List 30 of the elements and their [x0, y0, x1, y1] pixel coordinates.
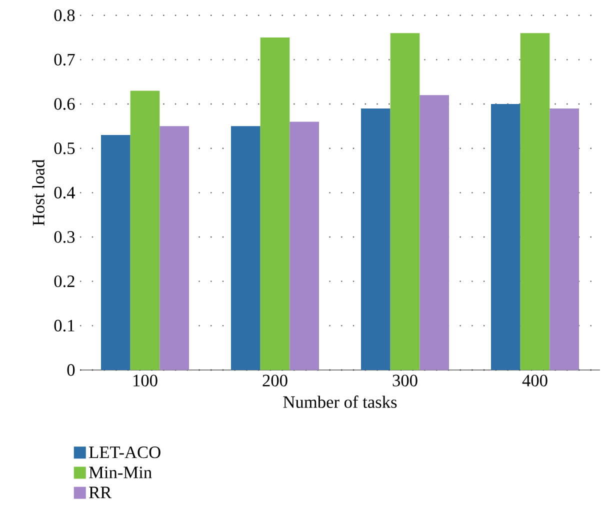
bar: [520, 33, 550, 370]
legend-label: RR: [89, 486, 112, 498]
bar: [361, 108, 390, 370]
y-tick-label: 0.5: [54, 142, 75, 154]
x-tick-label: 100: [134, 374, 158, 386]
y-tick-label: 0.2: [54, 275, 74, 288]
y-tick-label: 0.7: [54, 54, 75, 66]
bar: [160, 126, 190, 370]
x-tick-label: 400: [522, 374, 548, 386]
y-tick-label: 0.4: [54, 186, 76, 199]
y-tick-label: 0.6: [54, 98, 75, 110]
bar: [101, 135, 130, 370]
y-axis-title: Host load: [32, 159, 44, 226]
bar: [290, 122, 319, 370]
y-tick-label: 0: [67, 364, 75, 376]
y-tick-label: 0.1: [54, 320, 74, 332]
x-axis-title: Number of tasks: [283, 396, 397, 408]
y-tick-label: 0.3: [54, 231, 75, 243]
bar: [420, 95, 449, 370]
bar: [130, 90, 160, 370]
bar: [231, 126, 260, 370]
bar: [550, 108, 580, 370]
x-tick-label: 200: [262, 374, 288, 386]
legend-label: Min-Min: [89, 466, 152, 478]
y-tick-label: 0.8: [54, 9, 75, 22]
bar: [260, 38, 290, 370]
bar: [491, 104, 520, 370]
x-tick-label: 300: [392, 374, 418, 386]
bar: [390, 33, 420, 370]
legend-label: LET-ACO: [89, 446, 160, 458]
